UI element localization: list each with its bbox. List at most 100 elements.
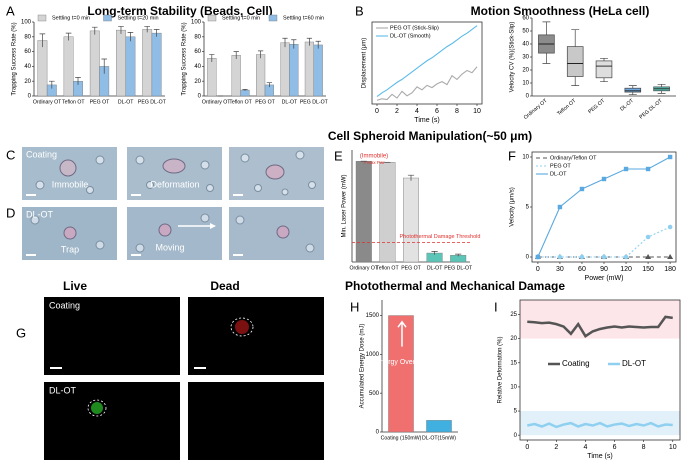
column-title: Live (63, 279, 87, 293)
x-tick-label: 4 (415, 108, 419, 115)
legend-label: Settling t=0 min (52, 15, 90, 21)
chart: 0 5 10 0 30 60 90 120 150 180 Velocity (μm/s) Power… (510, 151, 677, 282)
x-tick-label: 6 (435, 108, 439, 115)
y-tick-label: 10 (522, 155, 529, 161)
marker (601, 176, 607, 182)
panel-letter: F (508, 148, 516, 163)
arrow (397, 320, 407, 347)
legend-label: DL-OT (Smooth) (390, 33, 431, 39)
panel-letter: B (355, 3, 364, 18)
marker (667, 224, 673, 230)
bar (426, 420, 452, 433)
y-axis-label: Trapping Success Rate (%) (182, 22, 188, 95)
y-tick-label: 0 (198, 94, 202, 100)
micrograph (22, 147, 117, 200)
micrograph (127, 147, 222, 200)
x-tick-label: 60 (578, 266, 586, 273)
y-axis-label: Trapping Success Rate (%) (12, 22, 18, 95)
bar (379, 162, 396, 263)
bar (355, 160, 372, 263)
image-label: DL-OT (26, 209, 54, 219)
image-label: DL-OT (49, 385, 77, 395)
error-bar (455, 253, 462, 257)
legend-swatch (37, 14, 47, 22)
y-tick-label: 80 (24, 34, 31, 40)
x-tick-label: 4 (584, 444, 588, 451)
box (595, 60, 613, 79)
bar (151, 32, 162, 97)
panel-letter: H (350, 299, 359, 314)
x-axis-label: Time (s) (414, 117, 439, 124)
y-tick-label: 10 (522, 81, 529, 87)
bar (116, 29, 126, 97)
y-tick-label: 20 (510, 336, 517, 342)
legend: Coating DL-OT (548, 359, 646, 368)
bar (37, 40, 48, 97)
bar (256, 54, 266, 97)
marker (667, 254, 674, 259)
y-tick-label: 0 (526, 255, 530, 261)
x-tick-label: DL-OT(15mW) (422, 435, 456, 441)
plot-frame (519, 299, 681, 441)
x-tick-label: 2 (554, 444, 558, 451)
error-bar (101, 58, 108, 74)
bar (240, 89, 250, 97)
y-tick-label: 100 (21, 20, 32, 26)
series-line (527, 421, 673, 429)
error-bar (144, 26, 151, 33)
marker (557, 204, 563, 210)
x-tick-label: 6 (613, 444, 617, 451)
y-tick-label: 80 (194, 34, 201, 40)
x-tick-label: PEG DL-OT (444, 265, 473, 271)
legend-label: Settling t=60 min (283, 15, 324, 21)
y-tick-label: 500 (369, 391, 380, 397)
series-line (527, 315, 673, 338)
box (566, 46, 584, 77)
y-tick-label: 5 (526, 205, 530, 211)
y-tick-label: 40 (522, 42, 529, 48)
error-bar (209, 54, 215, 62)
image-label: Coating (49, 300, 80, 310)
annotation: Energy Overload (376, 359, 429, 366)
error-bar (431, 251, 438, 255)
bar (403, 177, 419, 263)
error-bar (65, 32, 72, 41)
y-axis-label: Relative Deformation (%) (498, 336, 504, 403)
image-label: Coating (26, 149, 57, 159)
y-axis-label: Displacement (μm) (362, 38, 368, 88)
x-tick-label: Ordinary OT (33, 99, 62, 105)
error-bar (291, 39, 297, 49)
y-tick-label: 20 (24, 79, 31, 85)
y-tick-label: 0 (526, 94, 530, 100)
x-tick-label: 10 (473, 108, 481, 115)
series-line (376, 66, 478, 101)
marker (645, 166, 651, 172)
micrographs: Coating Immobile Deformation DL-OT Trap … (22, 147, 324, 260)
error-bar (306, 37, 313, 46)
micrograph (229, 147, 324, 200)
x-tick-label: 0 (375, 108, 379, 115)
x-tick-label: DL-OT (118, 99, 134, 105)
legend: PEG OT (Stick-Slip) DL-OT (Smooth) (376, 25, 439, 39)
marker (623, 254, 629, 260)
panel-letter: C (6, 147, 15, 162)
y-tick-label: 40 (194, 64, 201, 70)
section-title: Photothermal and Mechanical Damage (345, 279, 565, 293)
legend: Settling t=0 min Settling t=60 min (207, 14, 324, 21)
panel-letter: I (494, 299, 498, 314)
panel-letter: A (6, 3, 15, 18)
y-tick-label: 30 (522, 55, 529, 61)
image-label: Immobile (52, 179, 89, 189)
micrograph (229, 207, 324, 260)
x-tick-label: PEG DL-OT (138, 99, 167, 105)
y-tick-label: 0 (514, 433, 518, 439)
legend-label: Ordinary/Teflon OT (550, 155, 597, 161)
y-tick-label: 100 (191, 20, 202, 26)
y-tick-label: 10 (510, 384, 517, 390)
x-tick-label: 0 (536, 266, 540, 273)
micrograph (127, 207, 222, 260)
